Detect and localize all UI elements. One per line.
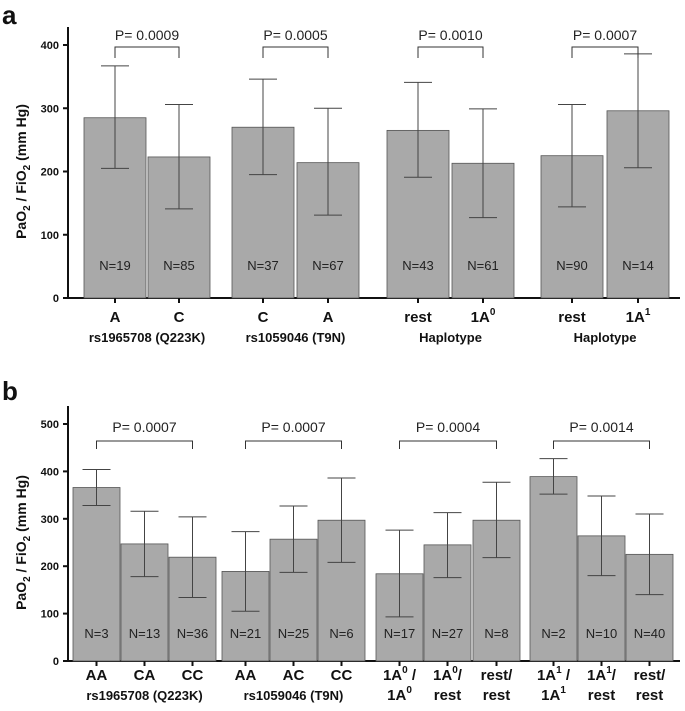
panel-b-category-label-line2: rest [434, 687, 462, 704]
panel-b-category-label: 1A1 / [537, 665, 571, 684]
panel-b-n-label: N=17 [384, 626, 415, 641]
panel-a-p-value: P= 0.0007 [573, 27, 637, 43]
panel-a-category-label: C [174, 309, 185, 326]
panel-a-n-label: N=61 [467, 258, 498, 273]
panel-a-n-label: N=14 [622, 258, 653, 273]
panel-a-n-label: N=43 [402, 258, 433, 273]
panel-a-group-label: rs1965708 (Q223K) [89, 330, 205, 345]
panel-a-chart: 0 100 200 300 400 PaO2 / FiO2 (mm Hg) N=19 A N=8… [13, 27, 680, 345]
panel-b-n-label: N=40 [634, 626, 665, 641]
panel-b-group-label: rs1059046 (T9N) [244, 688, 344, 703]
panel-a-y-tick-label: 0 [53, 293, 59, 305]
panel-b-n-label: N=10 [586, 626, 617, 641]
panel-a-p-value: P= 0.0005 [263, 27, 327, 43]
panel-b-category-label: AA [235, 667, 257, 684]
panel-a-p-value: P= 0.0009 [115, 27, 179, 43]
panel-b-n-label: N=13 [129, 626, 160, 641]
panel-b-category-label-line2: 1A1 [541, 685, 566, 704]
panel-a-n-label: N=67 [312, 258, 343, 273]
panel-a-n-label: N=85 [163, 258, 194, 273]
panel-b-p-value: P= 0.0004 [416, 419, 480, 435]
panel-b-category-label: CC [182, 667, 204, 684]
panel-a-category-label: rest [404, 309, 432, 326]
panel-b-p-bracket [96, 440, 193, 449]
panel-b-n-label: N=8 [484, 626, 508, 641]
panel-a-y-tick-label: 200 [41, 167, 59, 179]
panel-a-p-bracket [262, 46, 329, 58]
panel-b-p-value: P= 0.0014 [569, 419, 633, 435]
panel-a-p-bracket [417, 46, 484, 58]
panel-a-p-bracket [114, 46, 180, 58]
panel-b-category-label: AC [283, 667, 305, 684]
panel-b-category-label: 1A1/ [587, 665, 617, 684]
panel-b-category-label: CA [134, 667, 156, 684]
panel-a-p-bracket [571, 46, 639, 58]
panel-a-y-tick-label: 100 [41, 230, 59, 242]
panel-a-group-label: Haplotype [574, 330, 637, 345]
panel-b-n-label: N=36 [177, 626, 208, 641]
panel-b-y-tick-label: 100 [41, 609, 59, 621]
panel-a-y-axis-title: PaO2 / FiO2 (mm Hg) [13, 104, 33, 239]
panel-b-category-label-line2: 1A0 [387, 685, 412, 704]
panel-a-category-label: 1A0 [471, 307, 496, 326]
panel-b-category-label: rest/ [634, 667, 667, 684]
panel-b-y-tick-label: 0 [53, 656, 59, 668]
panel-b-category-label: 1A0/ [433, 665, 463, 684]
panel-b-y-axis-title: PaO2 / FiO2 (mm Hg) [13, 475, 33, 610]
panel-b-bar [72, 487, 121, 662]
panel-a-p-value: P= 0.0010 [418, 27, 482, 43]
panel-a-category-label: C [258, 309, 269, 326]
panel-a-y-tick-label: 300 [41, 103, 59, 115]
panel-b-p-bracket [245, 440, 342, 449]
panel-b-p-bracket [399, 440, 497, 449]
panel-a-group-label: rs1059046 (T9N) [246, 330, 346, 345]
panel-b-p-bracket [553, 440, 650, 449]
panel-b-n-label: N=3 [84, 626, 108, 641]
panel-b-category-label: AA [86, 667, 108, 684]
panel-b-y-tick-label: 300 [41, 514, 59, 526]
panel-b-n-label: N=25 [278, 626, 309, 641]
panel-b-n-label: N=6 [329, 626, 353, 641]
panel-a-category-label: A [323, 309, 334, 326]
panel-b-category-label: CC [331, 667, 353, 684]
panel-b-category-label: 1A0 / [383, 665, 417, 684]
panel-b-n-label: N=2 [541, 626, 565, 641]
panel-b-group-label: rs1965708 (Q223K) [86, 688, 202, 703]
panel-a-letter: a [2, 0, 17, 30]
panel-b-category-label-line2: rest [636, 687, 664, 704]
panel-b-category-label-line2: rest [588, 687, 616, 704]
panel-b-p-value: P= 0.0007 [112, 419, 176, 435]
panel-b-letter: b [2, 376, 18, 406]
panel-b-category-label: rest/ [481, 667, 514, 684]
panel-a-category-label: 1A1 [626, 307, 651, 326]
panel-b-y-tick-label: 200 [41, 561, 59, 573]
panel-a-n-label: N=37 [247, 258, 278, 273]
panel-b-y-tick-label: 500 [41, 419, 59, 431]
panel-a-y-tick-label: 400 [41, 40, 59, 52]
panel-a-n-label: N=90 [556, 258, 587, 273]
panel-b-n-label: N=27 [432, 626, 463, 641]
panel-b-n-label: N=21 [230, 626, 261, 641]
panel-a-n-label: N=19 [99, 258, 130, 273]
panel-b-y-tick-label: 400 [41, 466, 59, 478]
panel-b-category-label-line2: rest [483, 687, 511, 704]
panel-b-chart: 0 100 200 300 400 500 PaO2 / FiO2 (mm Hg) N=3 AA… [13, 406, 680, 704]
panel-a-group-label: Haplotype [419, 330, 482, 345]
panel-a-category-label: A [110, 309, 121, 326]
panel-b-p-value: P= 0.0007 [261, 419, 325, 435]
panel-a-category-label: rest [558, 309, 586, 326]
